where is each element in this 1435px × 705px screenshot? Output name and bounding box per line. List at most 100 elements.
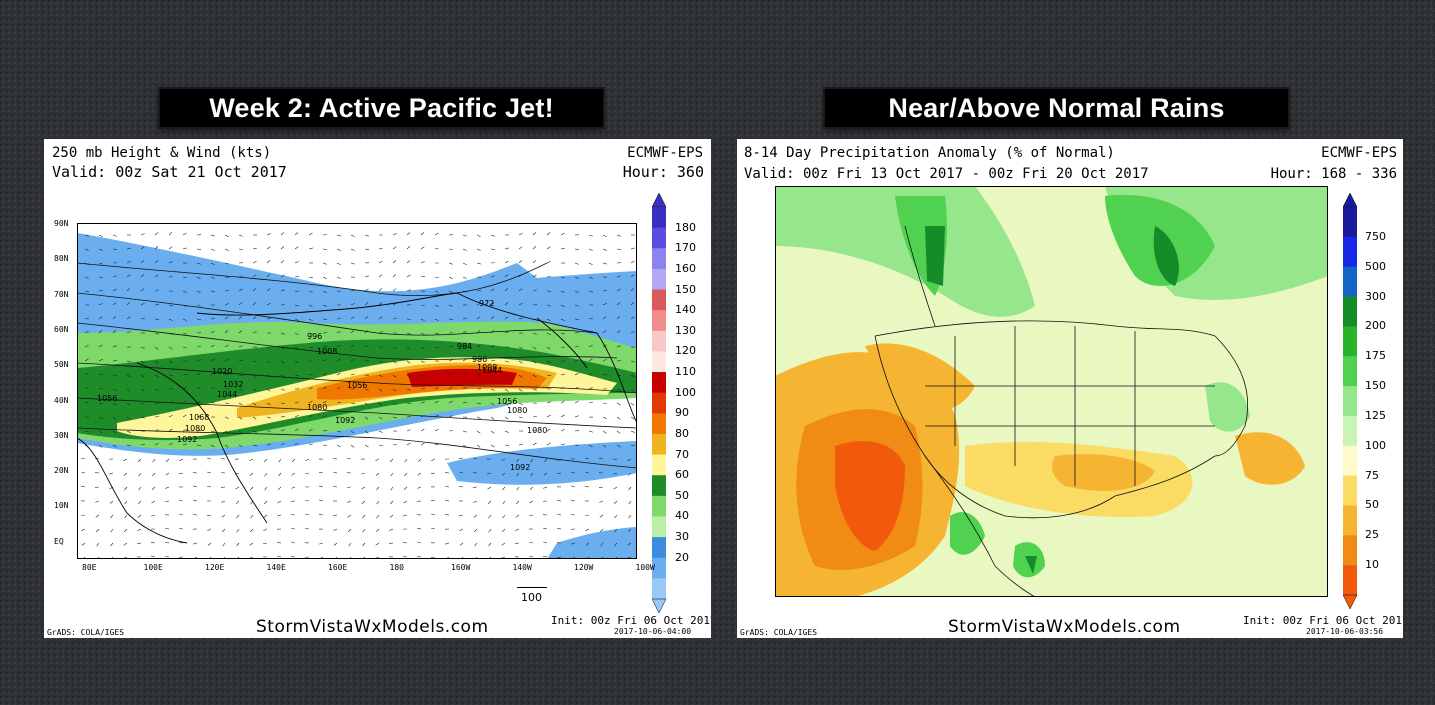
contour-label: 1068 bbox=[189, 413, 209, 422]
colorbar-label: 200 bbox=[1365, 319, 1386, 333]
colorbar-swatch bbox=[1343, 415, 1357, 447]
longitude-label: 100E bbox=[143, 563, 163, 572]
contour-label: 1056 bbox=[347, 381, 367, 390]
contour-label: 1092 bbox=[510, 463, 530, 472]
latitude-label: 30N bbox=[54, 430, 69, 440]
longitude-label: 160W bbox=[451, 563, 471, 572]
wind-shading-30kt-subtropical bbox=[447, 441, 637, 485]
colorbar-label: 175 bbox=[1365, 349, 1386, 363]
colorbar-label: 150 bbox=[1365, 379, 1386, 393]
colorbar-swatch bbox=[652, 413, 666, 435]
latitude-label: 70N bbox=[54, 289, 69, 299]
model-name: ECMWF-EPS bbox=[1321, 145, 1397, 161]
grads-credit: GrADS: COLA/IGES bbox=[47, 628, 125, 637]
colorbar-label: 170 bbox=[675, 241, 696, 255]
left-banner: Week 2: Active Pacific Jet! bbox=[160, 89, 603, 127]
coastlines bbox=[77, 292, 637, 544]
contour-label: 1044 bbox=[482, 366, 502, 375]
latitude-label: 60N bbox=[54, 324, 69, 334]
colorbar-label: 50 bbox=[675, 488, 689, 502]
jet-stream-map: /* drawn below */ 972 996 1008 984 996 1… bbox=[77, 223, 637, 559]
colorbar-swatch bbox=[1343, 207, 1357, 238]
map-title: 8-14 Day Precipitation Anomaly (% of Nor… bbox=[744, 145, 1115, 161]
longitude-label: 80E bbox=[82, 563, 97, 572]
political-boundaries bbox=[874, 225, 1249, 597]
forecast-hour: Hour: 168 - 336 bbox=[1270, 166, 1397, 182]
grads-credit: GrADS: COLA/IGES bbox=[740, 628, 818, 637]
colorbar-swatch bbox=[652, 454, 666, 476]
timestamp: 2017-10-06-04:00 bbox=[614, 627, 692, 636]
contour-label: 984 bbox=[457, 342, 472, 351]
colorbar-swatch bbox=[652, 289, 666, 311]
longitude-label: 100W bbox=[635, 563, 655, 572]
latitude-label: EQ bbox=[54, 536, 64, 546]
colorbar-label: 150 bbox=[675, 282, 696, 296]
colorbar-label: 180 bbox=[675, 220, 696, 234]
colorbar-label: 500 bbox=[1365, 259, 1386, 273]
colorbar-swatch bbox=[652, 268, 666, 291]
longitude-label: 180 bbox=[389, 563, 404, 572]
colorbar-label: 70 bbox=[675, 447, 689, 461]
precip-colorbar bbox=[1342, 192, 1358, 610]
contour-label: 1008 bbox=[317, 347, 337, 356]
colorbar-swatch bbox=[652, 495, 666, 517]
contour-label: 1080 bbox=[185, 424, 205, 433]
colorbar-swatch bbox=[652, 330, 666, 352]
init-time: Init: 00z Fri 06 Oct 2017 bbox=[1243, 614, 1403, 627]
contour-label: 996 bbox=[472, 355, 487, 364]
contour-label: 1056 bbox=[497, 397, 517, 406]
colorbar-swatch bbox=[1343, 505, 1357, 536]
map-title: 250 mb Height & Wind (kts) bbox=[52, 145, 272, 161]
colorbar-swatch bbox=[652, 516, 666, 538]
colorbar-swatch bbox=[652, 537, 666, 559]
colorbar-label: 60 bbox=[675, 468, 689, 482]
wind-shading-30kt-north bbox=[97, 283, 257, 315]
colorbar-swatch bbox=[652, 372, 666, 394]
longitude-label: 120E bbox=[205, 563, 225, 572]
longitude-label: 160E bbox=[328, 563, 348, 572]
latitude-label: 10N bbox=[54, 501, 69, 511]
contour-label: 996 bbox=[307, 332, 322, 341]
model-name: ECMWF-EPS bbox=[627, 145, 703, 161]
colorbar-swatch bbox=[1343, 236, 1357, 268]
colorbar-label: 125 bbox=[1365, 408, 1386, 422]
colorbar-swatch bbox=[652, 207, 666, 229]
colorbar-swatch bbox=[652, 475, 666, 497]
colorbar-swatch bbox=[652, 351, 666, 373]
init-time: Init: 00z Fri 06 Oct 2017 bbox=[551, 614, 711, 627]
contour-label: 1080 bbox=[527, 426, 547, 435]
colorbar-label: 10 bbox=[1365, 558, 1379, 572]
contour-label: 1092 bbox=[177, 435, 197, 444]
forecast-hour: Hour: 360 bbox=[622, 163, 704, 181]
colorbar-label: 120 bbox=[675, 344, 696, 358]
valid-time: Valid: 00z Sat 21 Oct 2017 bbox=[52, 163, 287, 181]
colorbar-swatch bbox=[1343, 326, 1357, 357]
colorbar-label: 300 bbox=[1365, 289, 1386, 303]
colorbar-label: 140 bbox=[675, 303, 696, 317]
contour-label: 1092 bbox=[335, 416, 355, 425]
contour-label: 1008 bbox=[477, 363, 497, 372]
wet-region-canada-west bbox=[775, 186, 1035, 317]
colorbar-scale bbox=[1342, 192, 1358, 610]
wind-colorbar bbox=[651, 192, 667, 614]
colorbar-label: 100 bbox=[675, 385, 696, 399]
site-credit: StormVistaWxModels.com bbox=[256, 617, 489, 637]
colorbar-swatch bbox=[652, 248, 666, 270]
longitude-label: 140E bbox=[266, 563, 286, 572]
latitude-label: 80N bbox=[54, 254, 69, 264]
contour-labels: 972 996 1008 984 996 1008 1020 1032 1044… bbox=[97, 299, 547, 472]
contour-label: 1080 bbox=[507, 406, 527, 415]
colorbar-swatch bbox=[1343, 386, 1357, 417]
site-credit: StormVistaWxModels.com bbox=[948, 617, 1181, 637]
timestamp: 2017-10-06-03:56 bbox=[1306, 627, 1384, 636]
colorbar-swatch bbox=[652, 227, 666, 249]
longitude-label: 120W bbox=[574, 563, 594, 572]
colorbar-swatch bbox=[652, 433, 666, 456]
valid-time: Valid: 00z Fri 13 Oct 2017 - 00z Fri 20 … bbox=[744, 166, 1149, 182]
contour-label: 1080 bbox=[307, 403, 327, 412]
latitude-label: 90N bbox=[54, 219, 69, 228]
wind-shading-30kt-equatorial bbox=[547, 527, 637, 559]
colorbar-label: 25 bbox=[1365, 528, 1379, 542]
contour-label: 1020 bbox=[212, 367, 232, 376]
wind-shading-110kt bbox=[407, 368, 517, 387]
